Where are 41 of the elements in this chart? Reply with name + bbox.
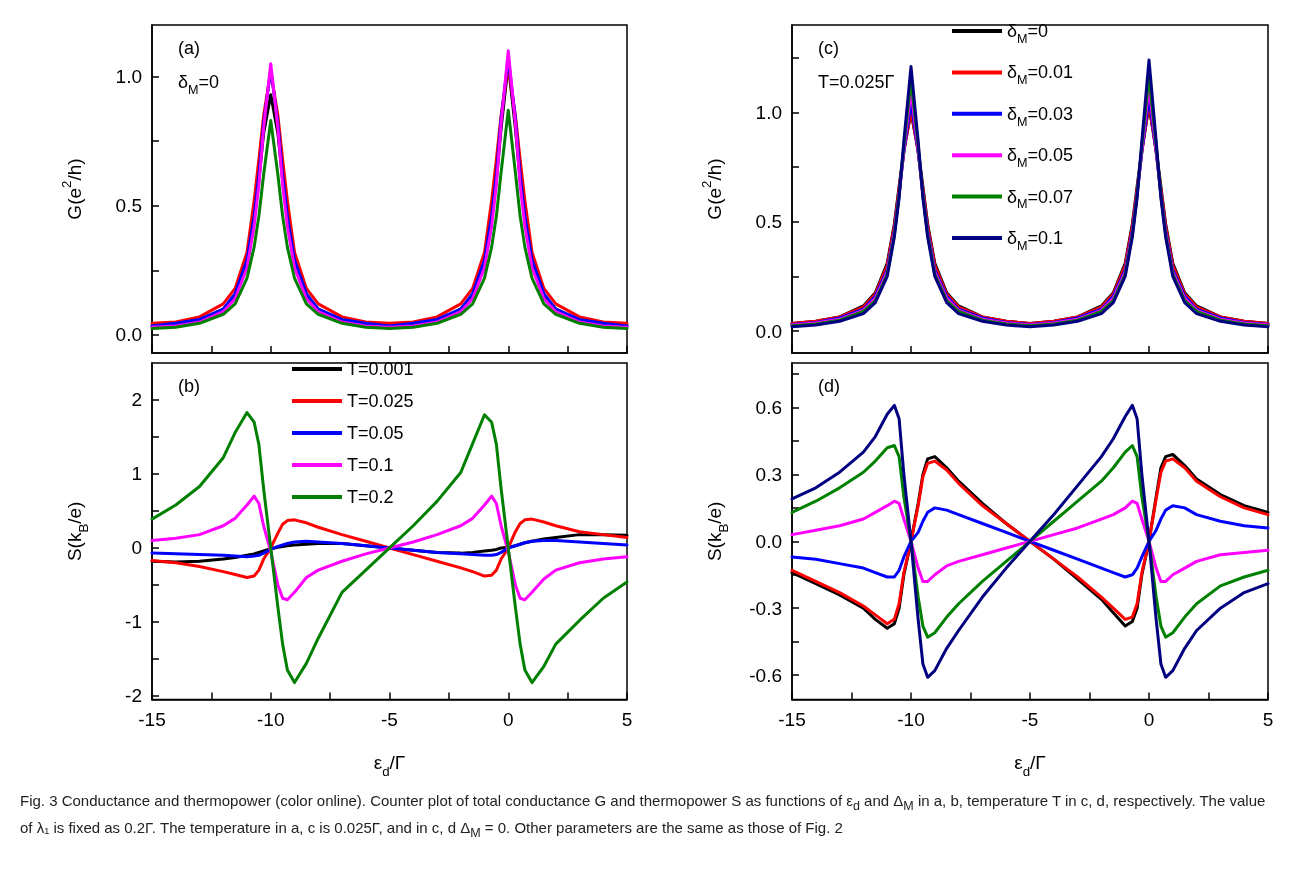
x-tick-label: -5: [381, 708, 398, 730]
x-tick-label: 5: [1262, 708, 1274, 730]
annotation: (b): [178, 376, 200, 396]
x-tick-label: -10: [257, 708, 285, 730]
y-tick-label: 0.5: [755, 211, 782, 233]
y-axis-title: S(kB/e): [704, 501, 731, 562]
y-axis-title: G(e2/h): [698, 158, 726, 220]
y-tick-label: -0.6: [749, 664, 782, 686]
x-tick-label: 0: [502, 708, 514, 730]
annotation: (a): [178, 38, 200, 58]
text: Fig. 3 Conductance and thermopower (color online). Counter plot of total conductance G and thermopower S as functions of ε$_{d}$ and Δ$_{M}$ in a, b, temperature T in c, d, respectively. The value of λ₁ is fixed as 0.2Γ. The temperature in a, c is 0.025Γ, and in c, d Δ$_{M}$ = 0. Other parameters are the same as those of Fig. 2: [20, 792, 1266, 840]
y-tick-label: 0.0: [755, 320, 782, 342]
y-tick-label: 1.0: [755, 101, 782, 123]
y-tick-label: 0: [131, 537, 142, 559]
legend-label: T=0.2: [347, 487, 394, 507]
legend-label: T=0.1: [347, 455, 394, 475]
y-tick-label: 1: [131, 463, 142, 485]
annotation: (c): [818, 38, 839, 58]
x-tick-label: -15: [778, 708, 806, 730]
legend-label: T=0.025: [347, 391, 414, 411]
x-tick-label: -5: [1021, 708, 1039, 730]
legend-label: T=0.05: [347, 423, 404, 443]
y-tick-label: 2: [131, 389, 142, 411]
legend-label: T=0.001: [347, 359, 414, 379]
y-tick-label: 0.0: [755, 530, 782, 552]
x-tick-label: 5: [621, 708, 633, 730]
y-tick-label: 1.0: [115, 66, 142, 88]
y-tick-label: -2: [125, 685, 142, 707]
annotation: T=0.025Γ: [818, 72, 895, 92]
y-tick-label: 0.5: [115, 195, 142, 217]
y-tick-label: -0.3: [749, 597, 782, 619]
x-tick-label: -10: [897, 708, 925, 730]
y-tick-label: 0.6: [755, 397, 782, 419]
y-axis-title: G(e2/h): [58, 158, 86, 220]
y-tick-label: -1: [125, 611, 142, 633]
y-tick-label: 0.0: [115, 324, 142, 346]
y-tick-label: 0.3: [755, 463, 782, 485]
x-tick-label: -15: [138, 708, 166, 730]
x-tick-label: 0: [1143, 708, 1155, 730]
y-axis-title: S(kB/e): [64, 501, 91, 562]
annotation: (d): [818, 376, 840, 396]
